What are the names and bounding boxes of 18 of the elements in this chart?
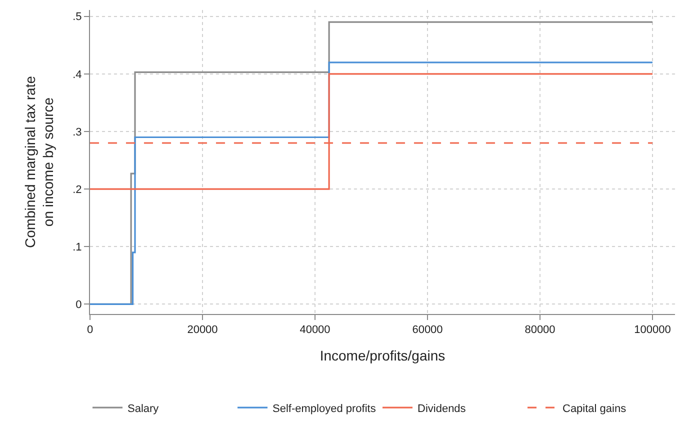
x-tick-label: 100000 bbox=[634, 324, 671, 336]
y-tick-label: .3 bbox=[72, 126, 82, 138]
x-tick-label: 0 bbox=[86, 324, 94, 336]
x-axis-title: Income/profits/gains bbox=[320, 348, 446, 364]
x-tick-label: 80000 bbox=[524, 324, 556, 336]
x-tick-label: 20000 bbox=[187, 324, 218, 336]
legend-label: Self-employed profits bbox=[272, 402, 376, 415]
y-axis-title: Combined marginal tax rate on income by source bbox=[22, 76, 56, 248]
x-tick-label: 40000 bbox=[300, 324, 330, 336]
legend-label: Dividends bbox=[418, 402, 466, 415]
y-tick-label: .5 bbox=[72, 11, 82, 24]
y-tick-label: .2 bbox=[72, 184, 82, 196]
y-tick-label: .4 bbox=[72, 68, 82, 81]
legend-label: Capital gains bbox=[562, 402, 627, 415]
y-tick-label: .1 bbox=[72, 241, 82, 254]
y-tick-label: 0 bbox=[76, 299, 82, 312]
x-tick-label: 60000 bbox=[412, 324, 443, 336]
legend-label: Salary bbox=[128, 402, 160, 415]
